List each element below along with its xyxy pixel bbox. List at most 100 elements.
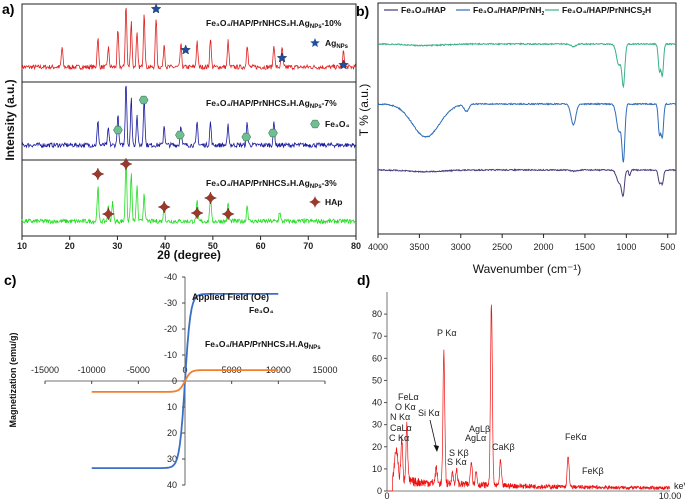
legend-text: Fe₃O₄/HAP	[401, 5, 446, 15]
ftir-x-tick-label: 1500	[575, 242, 595, 252]
eds-peak-label: FeKα	[565, 432, 587, 442]
vsm-series-line	[91, 369, 279, 393]
vsm-y-label: Magnetization (emu/g)	[8, 333, 18, 428]
eds-peak-label: N Kα	[390, 412, 410, 422]
vsm-x-label: Applied Field (Oe)	[192, 292, 269, 302]
vsm-series-label-composite: Fe₃O₄/HAP/PrNHCS₂H.AgNPs	[205, 339, 321, 351]
ftir-x-label: Wavenumber (cm⁻¹)	[473, 262, 582, 276]
ftir-y-label: T % (a.u.)	[357, 84, 371, 136]
eds-x-unit: keV	[674, 481, 685, 491]
xrd-series-line	[21, 7, 357, 71]
xrd-x-tick-label: 10	[17, 241, 27, 251]
ftir-series-line	[377, 102, 677, 163]
legend-ag-star	[310, 38, 320, 47]
marker-fe3o4-hex	[113, 125, 123, 135]
eds-y-tick-label: 70	[372, 331, 382, 341]
legend-subscript: 2	[642, 11, 645, 17]
marker-hap-sparkle	[119, 157, 133, 171]
vsm-chart: -15000 -10000 -5000 0 5000 10000 15000-40-30-2…	[8, 272, 338, 490]
marker-ag-star	[180, 44, 191, 55]
eds-peak-label: CaKβ	[492, 442, 515, 452]
xrd-x-tick-label: 70	[303, 241, 313, 251]
ftir-legend-label: Fe₃O₄/HAP/PrNH2	[473, 5, 544, 17]
eds-peak-label: FeKβ	[582, 466, 604, 476]
eds-y-tick-label: 50	[372, 375, 382, 385]
vsm-x-tick-label: -15000	[31, 365, 59, 375]
marker-hap-sparkle	[204, 191, 217, 205]
eds-peak-label: AgLα	[465, 433, 486, 443]
vsm-y-tick-label: 20	[167, 428, 177, 438]
vsm-y-tick-label: -20	[164, 324, 177, 334]
eds-si-arrow	[429, 419, 438, 451]
marker-ag-star	[276, 52, 288, 63]
xrd-x-tick-label: 60	[256, 241, 266, 251]
ftir-legend-label: Fe₃O₄/HAP	[401, 5, 446, 15]
eds-si-arrowhead	[433, 445, 439, 452]
vsm-y-tick-label: 0	[172, 376, 177, 386]
xrd-chart: 10 20 30 40 50 60 70 80 2θ (degree) Intensity (…	[3, 3, 361, 262]
xrd-series-line	[21, 163, 357, 226]
legend-ag-label: AgNPs	[325, 38, 349, 50]
marker-fe3o4-hex	[241, 132, 252, 142]
xrd-series-label-10: Fe₃O₄/HAP/PrNHCS₂H.AgNPs-10%	[206, 18, 342, 30]
ftir-x-tick-label: 1000	[616, 242, 636, 252]
ftir-x-tick-label: 2000	[534, 242, 554, 252]
legend-hap-sparkle	[309, 196, 321, 208]
xrd-y-label: Intensity (a.u.)	[3, 79, 17, 160]
eds-peak-label: P Kα	[437, 328, 457, 338]
ftir-x-tick-label: 2500	[492, 242, 512, 252]
xrd-x-tick-label: 80	[351, 241, 361, 251]
legend-text: Fe₃O₄/HAP/PrNHCS	[562, 5, 643, 15]
xrd-x-tick-label: 30	[112, 241, 122, 251]
vsm-y-tick-label: 10	[167, 402, 177, 412]
vsm-x-tick-label: -10000	[78, 365, 106, 375]
xrd-x-tick-label: 40	[160, 241, 170, 251]
panel-label-d: d)	[357, 272, 370, 288]
ftir-x-tick-label: 3000	[451, 242, 471, 252]
xrd-series-line	[21, 85, 356, 149]
marker-hap-sparkle	[191, 206, 204, 220]
legend-text-tail: H	[645, 5, 651, 15]
legend-text: Fe₃O₄/HAP/PrNH	[473, 5, 541, 15]
legend-subscript: 2	[541, 11, 544, 17]
ftir-x-tick-label: 4000	[368, 242, 388, 252]
marker-fe3o4-hex	[138, 95, 149, 105]
marker-fe3o4-hex	[175, 130, 185, 140]
xrd-x-tick-label: 50	[208, 241, 218, 251]
vsm-y-tick-label: 30	[167, 454, 177, 464]
marker-ag-star	[150, 3, 162, 14]
vsm-x-tick-label: 15000	[312, 365, 337, 375]
xrd-series-label-7: Fe₃O₄/HAP/PrNHCS₂H.AgNPs-7%	[206, 98, 337, 110]
vsm-x-tick-label: -5000	[127, 365, 150, 375]
eds-peak-label: O Kα	[395, 402, 416, 412]
eds-x-tick-label: 0	[384, 491, 389, 501]
eds-peak-label: CaLα	[390, 423, 412, 433]
vsm-y-tick-label: 40	[167, 480, 177, 490]
vsm-y-tick-label: -10	[164, 350, 177, 360]
vsm-y-tick-label: -30	[164, 298, 177, 308]
xrd-plot-frame	[21, 3, 357, 237]
legend-fe3o4-label: Fe₃O₄	[325, 119, 350, 129]
eds-peak-label: S Kα	[447, 457, 467, 467]
ftir-series-line	[377, 42, 677, 89]
eds-x-tick-label: 10.00	[659, 491, 682, 501]
marker-fe3o4-hex	[268, 128, 278, 138]
marker-hap-sparkle	[222, 207, 235, 221]
legend-hap-label: HAp	[325, 197, 342, 207]
ftir-x-tick-label: 500	[660, 242, 675, 252]
eds-peak-label: AgLβ	[469, 424, 490, 434]
eds-peak-label: FeLα	[398, 392, 419, 402]
eds-y-tick-label: 40	[372, 398, 382, 408]
ftir-legend-label: Fe₃O₄/HAP/PrNHCS2H	[562, 5, 651, 17]
marker-hap-sparkle	[102, 207, 115, 221]
eds-y-tick-label: 60	[372, 353, 382, 363]
eds-spectrum-line	[387, 304, 671, 492]
eds-y-tick-label: 0	[377, 486, 382, 496]
xrd-x-label: 2θ (degree)	[157, 248, 221, 262]
eds-y-tick-label: 80	[372, 309, 382, 319]
eds-peak-label: S Kβ	[449, 448, 469, 458]
vsm-series-label-fe3o4: Fe₃O₄	[249, 305, 274, 315]
marker-hap-sparkle	[91, 167, 104, 181]
